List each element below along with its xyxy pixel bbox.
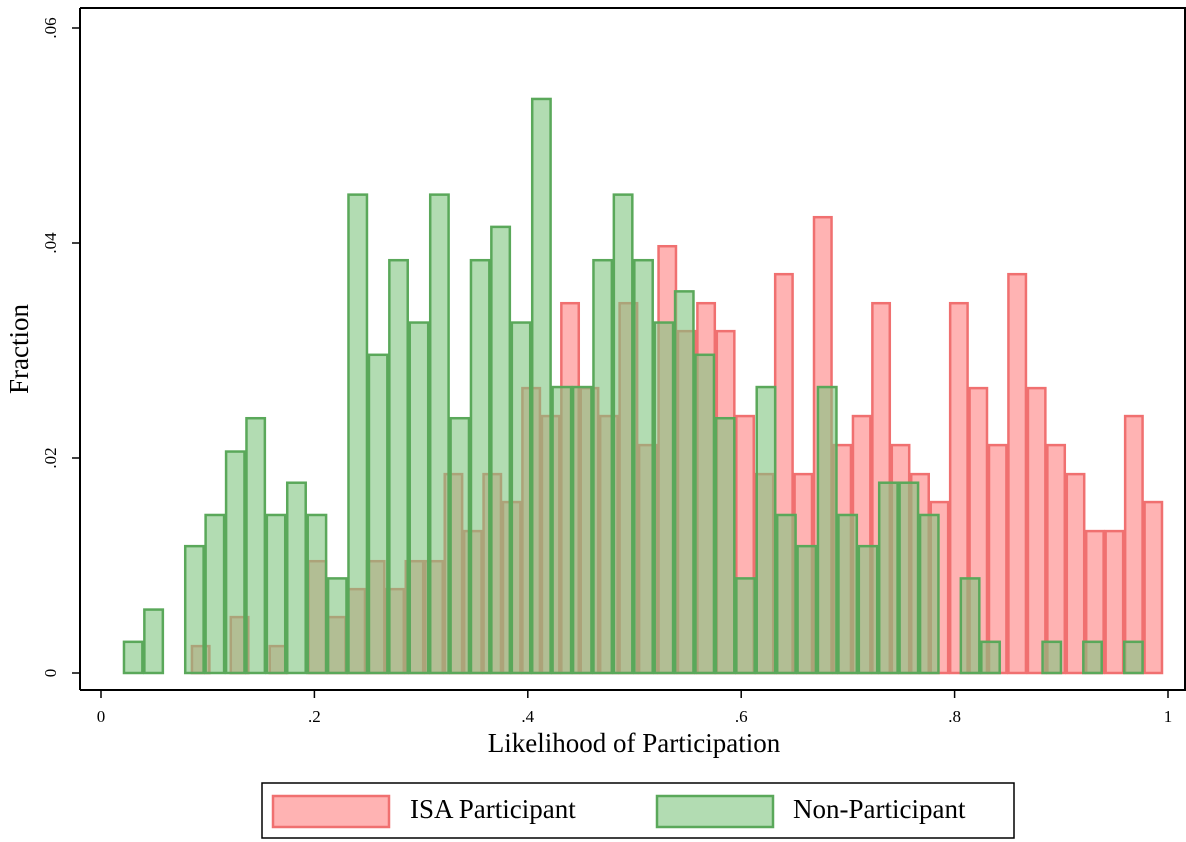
x-tick-label: 0 bbox=[97, 707, 106, 726]
histogram-bar bbox=[755, 385, 777, 675]
histogram-bar bbox=[612, 193, 634, 675]
legend-swatch bbox=[271, 794, 391, 829]
histogram-bar bbox=[1122, 640, 1144, 675]
histogram-bar bbox=[1065, 472, 1086, 675]
x-tick-label: .6 bbox=[735, 707, 748, 726]
y-tick-label: 0 bbox=[41, 669, 60, 678]
legend-label: Non-Participant bbox=[793, 794, 966, 824]
legend-swatch bbox=[655, 794, 775, 829]
x-tick-label: .4 bbox=[521, 707, 534, 726]
histogram-bar bbox=[653, 321, 675, 675]
histogram-bar bbox=[898, 481, 920, 675]
y-tick-label: .06 bbox=[41, 17, 60, 38]
x-tick-label: .8 bbox=[948, 707, 961, 726]
histogram-bar bbox=[224, 450, 246, 675]
histogram-bar bbox=[714, 416, 736, 675]
histogram-bar bbox=[122, 640, 144, 675]
legend-label: ISA Participant bbox=[410, 794, 576, 824]
histogram-bar bbox=[367, 353, 389, 675]
histogram-bar bbox=[265, 513, 287, 675]
histogram-bar bbox=[673, 290, 695, 675]
histogram-bar bbox=[694, 353, 716, 675]
histogram-bar bbox=[735, 577, 756, 675]
x-tick-label: 1 bbox=[1164, 707, 1173, 726]
histogram-bar bbox=[1082, 640, 1103, 675]
histogram-bar bbox=[408, 321, 430, 675]
histogram-bar bbox=[143, 608, 165, 675]
y-tick-label: .02 bbox=[41, 447, 60, 468]
histogram-bar bbox=[428, 193, 450, 675]
histogram-bar bbox=[306, 513, 328, 675]
histogram-bar bbox=[183, 544, 205, 675]
histogram-bar bbox=[571, 385, 593, 675]
histogram-bar bbox=[449, 416, 471, 675]
histogram-bar bbox=[347, 193, 369, 675]
histogram-bar bbox=[326, 577, 348, 675]
histogram-bar bbox=[1007, 272, 1028, 675]
bars bbox=[122, 97, 1164, 675]
histogram-bar bbox=[775, 513, 797, 675]
histogram-bar bbox=[1104, 529, 1125, 675]
histogram-bar bbox=[1046, 443, 1067, 675]
histogram-bar bbox=[918, 513, 940, 675]
x-tick-label: .2 bbox=[308, 707, 321, 726]
histogram-bar bbox=[245, 416, 267, 675]
histogram-bar bbox=[204, 513, 226, 675]
histogram-bar bbox=[980, 640, 1001, 675]
histogram-bar bbox=[796, 544, 818, 675]
histogram-bar bbox=[1026, 386, 1047, 675]
histogram-bar bbox=[959, 577, 981, 675]
histogram-bar bbox=[857, 544, 879, 675]
histogram-bar bbox=[285, 481, 307, 675]
x-axis-title: Likelihood of Participation bbox=[488, 728, 781, 758]
histogram-bar bbox=[987, 443, 1008, 675]
histogram-bar bbox=[551, 385, 573, 675]
histogram-bar bbox=[1123, 414, 1144, 675]
histogram-bar bbox=[816, 385, 838, 675]
histogram-bar bbox=[837, 513, 859, 675]
histogram-bar bbox=[530, 97, 552, 675]
histogram-bar bbox=[877, 481, 899, 675]
histogram-bar bbox=[1143, 500, 1164, 675]
y-axis-title: Fraction bbox=[4, 304, 34, 394]
histogram-bar bbox=[1041, 640, 1063, 675]
histogram-bar bbox=[469, 258, 491, 675]
histogram-bar bbox=[490, 225, 512, 675]
y-tick-label: .04 bbox=[41, 232, 60, 254]
histogram-bar bbox=[633, 258, 654, 675]
histogram-bar bbox=[592, 258, 614, 675]
histogram-bar bbox=[510, 321, 532, 675]
histogram-bar bbox=[388, 258, 409, 675]
